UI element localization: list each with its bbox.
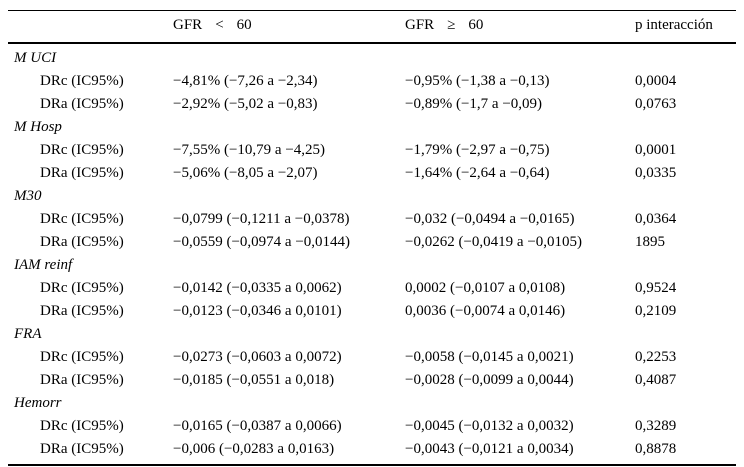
value-gfr-lt-60: −5,06% (−8,05 a −2,07) [173,165,318,181]
value-gfr-lt-60: −0,006 (−0,0283 a 0,0163) [173,441,335,457]
row-label: DRc (IC95%) [40,211,124,227]
row-label: DRa (IC95%) [40,303,124,319]
value-gfr-lt-60: −0,0123 (−0,0346 a 0,0101) [173,303,342,319]
value-gfr-ge-60: −0,032 (−0,0494 a −0,0165) [405,211,575,227]
value-gfr-ge-60: −0,89% (−1,7 a −0,09) [405,96,543,112]
table-row: DRa (IC95%) −0,0185 (−0,0551 a 0,018) −0… [8,369,736,392]
value-gfr-ge-60: −0,0028 (−0,0099 a 0,0044) [405,372,574,388]
group-row-m-uci: M UCI [8,43,736,70]
group-label: M UCI [14,50,57,66]
group-row-fra: FRA [8,323,736,346]
value-gfr-lt-60: −0,0559 (−0,0974 a −0,0144) [173,234,351,250]
value-p: 0,4087 [635,372,677,388]
header-row: GFR <60 GFR ≥60 p interacción [8,10,736,44]
table-row: DRa (IC95%) −5,06% (−8,05 a −2,07) −1,64… [8,162,736,185]
table-row: DRa (IC95%) −0,0123 (−0,0346 a 0,0101) 0… [8,300,736,323]
group-label: FRA [14,326,42,342]
less-than-symbol: < [215,17,224,33]
header-gfr-lt-num: 60 [236,17,252,33]
group-row-iam-reinf: IAM reinf [8,254,736,277]
row-label: DRa (IC95%) [40,165,124,181]
table-row: DRc (IC95%) −4,81% (−7,26 a −2,34) −0,95… [8,70,736,93]
value-p: 0,0364 [635,211,677,227]
group-label: IAM reinf [14,257,73,273]
value-p: 0,9524 [635,280,677,296]
value-gfr-lt-60: −0,0273 (−0,0603 a 0,0072) [173,349,342,365]
value-p: 0,0004 [635,73,677,89]
table-row: DRc (IC95%) −0,0799 (−0,1211 a −0,0378) … [8,208,736,231]
row-label: DRc (IC95%) [40,142,124,158]
header-gfr-lt-60: GFR <60 [173,10,405,44]
value-gfr-lt-60: −4,81% (−7,26 a −2,34) [173,73,318,89]
value-p: 0,3289 [635,418,677,434]
header-gfr-lt-name: GFR [173,17,203,33]
table-row: DRa (IC95%) −0,006 (−0,0283 a 0,0163) −0… [8,438,736,465]
value-gfr-lt-60: −0,0185 (−0,0551 a 0,018) [173,372,335,388]
value-gfr-ge-60: −0,95% (−1,38 a −0,13) [405,73,550,89]
row-label: DRa (IC95%) [40,96,124,112]
header-empty-cell [8,10,173,44]
value-p: 0,2109 [635,303,677,319]
value-gfr-ge-60: −1,64% (−2,64 a −0,64) [405,165,550,181]
value-gfr-lt-60: −7,55% (−10,79 a −4,25) [173,142,326,158]
header-gfr-ge-num: 60 [468,17,484,33]
value-p: 0,2253 [635,349,677,365]
row-label: DRc (IC95%) [40,349,124,365]
value-gfr-ge-60: 0,0002 (−0,0107 a 0,0108) [405,280,566,296]
row-label: DRc (IC95%) [40,280,124,296]
value-p: 1895 [635,234,665,250]
row-label: DRa (IC95%) [40,372,124,388]
group-label: M30 [14,188,42,204]
group-row-hemorr: Hemorr [8,392,736,415]
group-row-m-hosp: M Hosp [8,116,736,139]
header-gfr-ge-60: GFR ≥60 [405,10,635,44]
value-p: 0,8878 [635,441,677,457]
header-p-interaction: p interacción [635,10,736,44]
value-gfr-ge-60: −1,79% (−2,97 a −0,75) [405,142,550,158]
group-label: Hemorr [14,395,62,411]
row-label: DRc (IC95%) [40,418,124,434]
group-row-m30: M30 [8,185,736,208]
value-gfr-lt-60: −0,0799 (−0,1211 a −0,0378) [173,211,350,227]
table-row: DRa (IC95%) −2,92% (−5,02 a −0,83) −0,89… [8,93,736,116]
table-row: DRc (IC95%) −0,0142 (−0,0335 a 0,0062) 0… [8,277,736,300]
table-row: DRc (IC95%) −0,0273 (−0,0603 a 0,0072) −… [8,346,736,369]
value-gfr-ge-60: −0,0262 (−0,0419 a −0,0105) [405,234,583,250]
value-p: 0,0335 [635,165,677,181]
header-gfr-ge-name: GFR [405,17,435,33]
row-label: DRa (IC95%) [40,441,124,457]
value-gfr-lt-60: −0,0142 (−0,0335 a 0,0062) [173,280,342,296]
results-table: GFR <60 GFR ≥60 p interacción M UCI DRc (I… [8,10,736,466]
value-p: 0,0001 [635,142,677,158]
group-label: M Hosp [14,119,62,135]
value-gfr-lt-60: −2,92% (−5,02 a −0,83) [173,96,318,112]
row-label: DRc (IC95%) [40,73,124,89]
table-row: DRa (IC95%) −0,0559 (−0,0974 a −0,0144) … [8,231,736,254]
value-gfr-lt-60: −0,0165 (−0,0387 a 0,0066) [173,418,342,434]
value-gfr-ge-60: −0,0045 (−0,0132 a 0,0032) [405,418,574,434]
value-gfr-ge-60: −0,0058 (−0,0145 a 0,0021) [405,349,574,365]
table-row: DRc (IC95%) −7,55% (−10,79 a −4,25) −1,7… [8,139,736,162]
greater-equal-symbol: ≥ [447,17,456,33]
value-gfr-ge-60: 0,0036 (−0,0074 a 0,0146) [405,303,566,319]
row-label: DRa (IC95%) [40,234,124,250]
table-row: DRc (IC95%) −0,0165 (−0,0387 a 0,0066) −… [8,415,736,438]
value-p: 0,0763 [635,96,677,112]
value-gfr-ge-60: −0,0043 (−0,0121 a 0,0034) [405,441,574,457]
